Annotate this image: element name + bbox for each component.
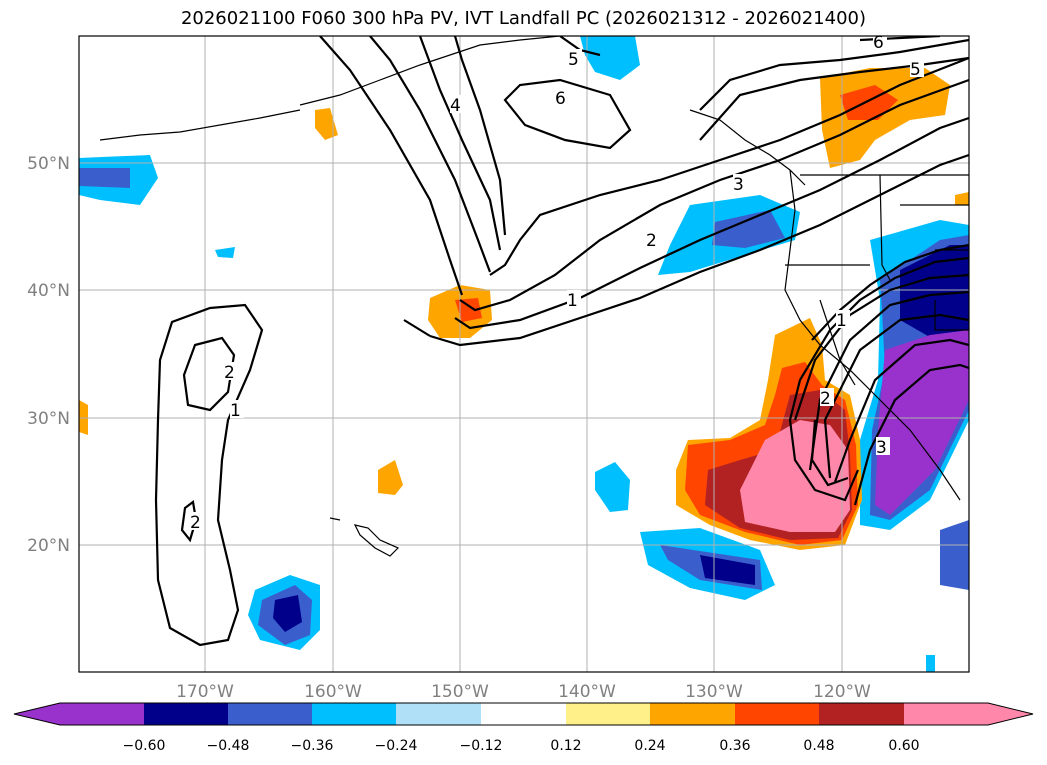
gridlines	[79, 36, 969, 672]
contour-label-3b: 3	[876, 438, 887, 458]
map-plot-area: 1 2 3 4 5 6 5 6 1 2 2 1 2 3	[79, 33, 969, 672]
colorbar-tick: 0.24	[634, 738, 666, 754]
lat-label-40n: 40°N	[27, 281, 70, 301]
colorbar-segment	[396, 703, 481, 725]
lon-axis-labels: 170°W 160°W 150°W 140°W 130°W 120°W	[176, 682, 871, 702]
colorbar-segment	[904, 703, 988, 725]
contour-label-2b: 2	[224, 363, 235, 383]
contour-label-3: 3	[733, 175, 744, 195]
map-border	[78, 35, 970, 673]
lon-label-120w: 120°W	[813, 682, 871, 702]
colorbar-segment	[481, 703, 566, 725]
colorbar-segment	[735, 703, 819, 725]
colorbar-tick: 0.48	[803, 738, 835, 754]
colorbar-tick: −0.60	[122, 738, 166, 754]
colorbar-tick: −0.48	[206, 738, 250, 754]
lon-label-170w: 170°W	[176, 682, 234, 702]
contour-label-5: 5	[568, 50, 579, 70]
contour-label-6: 6	[555, 89, 566, 109]
colorbar-left-extend	[14, 703, 60, 725]
lon-label-140w: 140°W	[558, 682, 616, 702]
contour-label-4: 4	[450, 96, 461, 116]
pv-contours	[154, 36, 969, 647]
contour-label-2: 2	[646, 231, 657, 251]
colorbar-tick: −0.24	[374, 738, 418, 754]
colorbar-segment	[650, 703, 735, 725]
contour-label-1b: 1	[230, 401, 241, 421]
colorbar-tick: 0.12	[550, 738, 582, 754]
contour-labels: 1 2 3 4 5 6 5 6 1 2 2 1 2 3	[190, 33, 924, 533]
contour-label-1c: 1	[836, 311, 847, 331]
colorbar-tick: −0.12	[459, 738, 503, 754]
colorbar-segment	[566, 703, 650, 725]
lat-axis-labels: 50°N 40°N 30°N 20°N	[27, 154, 70, 556]
map-title: 2026021100 F060 300 hPa PV, IVT Landfall…	[180, 8, 867, 29]
lon-label-160w: 160°W	[304, 682, 362, 702]
lat-label-20n: 20°N	[27, 536, 70, 556]
colorbar-right-extend	[988, 703, 1033, 725]
contour-label-2c: 2	[190, 513, 201, 533]
colorbar-tick: 0.36	[719, 738, 751, 754]
colorbar-tick: 0.60	[888, 738, 920, 754]
colorbar-segment	[144, 703, 228, 725]
colorbar-segment	[60, 703, 144, 725]
lat-label-30n: 30°N	[27, 409, 70, 429]
lon-label-150w: 150°W	[431, 682, 489, 702]
colorbar-segment	[228, 703, 312, 725]
colorbar	[13, 702, 1034, 726]
contour-label-6b: 6	[873, 33, 884, 53]
lon-label-130w: 130°W	[685, 682, 743, 702]
contour-label-1: 1	[567, 291, 578, 311]
colorbar-tick: −0.36	[290, 738, 334, 754]
lat-label-50n: 50°N	[27, 154, 70, 174]
colorbar-segment	[312, 703, 396, 725]
colorbar-segment	[819, 703, 904, 725]
contour-label-2d: 2	[820, 389, 831, 409]
contour-label-5b: 5	[910, 60, 921, 80]
